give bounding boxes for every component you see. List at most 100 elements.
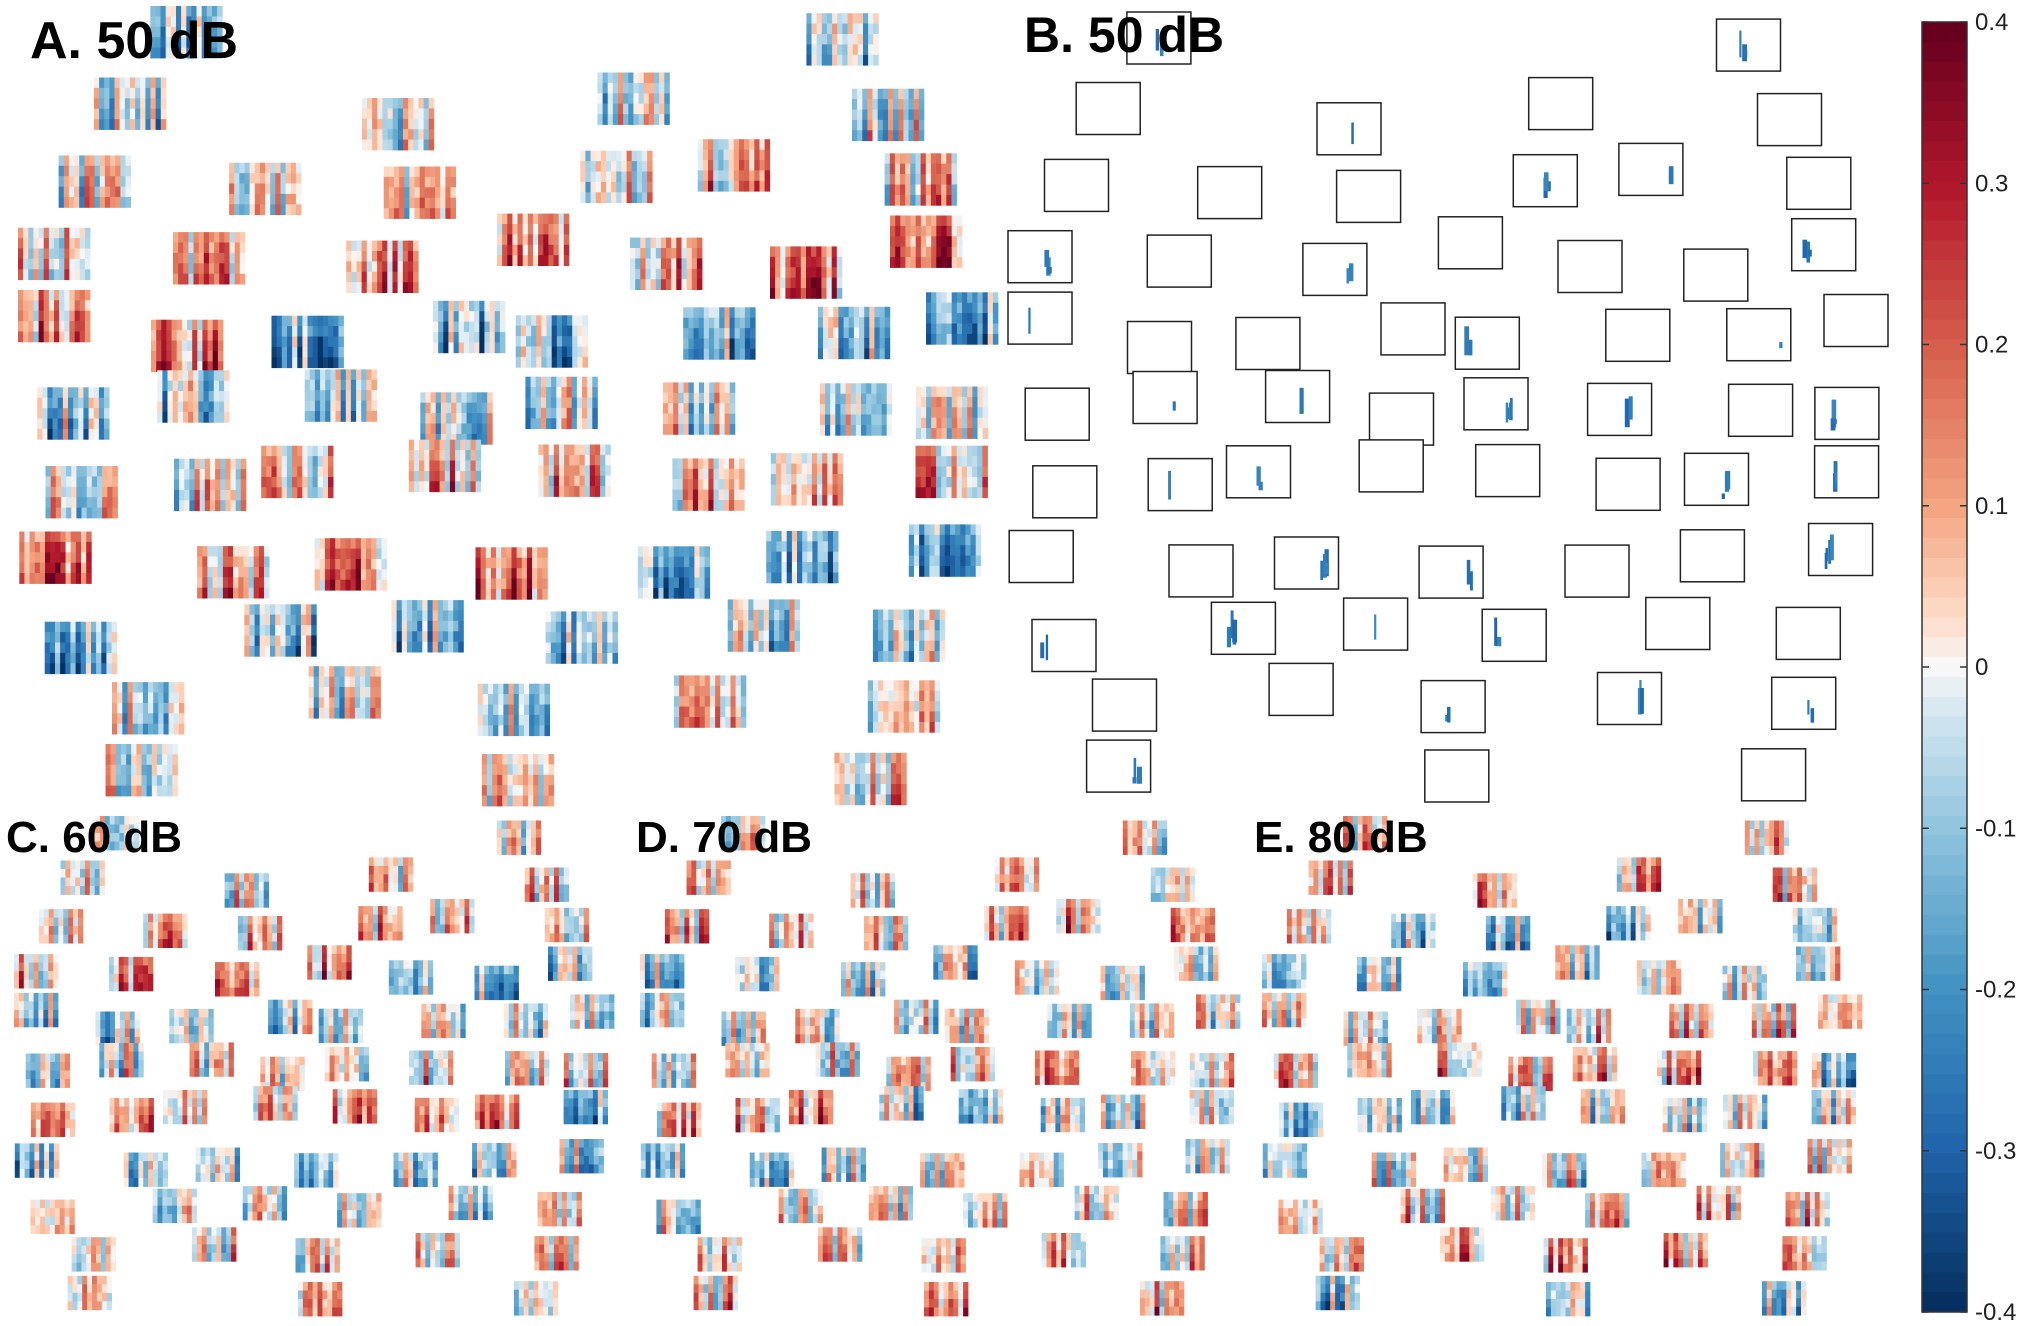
electrode-heatmap [673, 675, 747, 728]
electrode-heatmap [1319, 1237, 1364, 1272]
electrode-heatmap [1286, 909, 1332, 944]
electrode-box [1564, 544, 1630, 598]
electrode-heatmap [534, 1236, 579, 1271]
electrode-box [1380, 302, 1446, 356]
electrode-heatmap [1490, 1186, 1536, 1221]
electrode-heatmap [191, 1227, 237, 1262]
significant-cluster [1721, 493, 1725, 499]
electrode-heatmap [1100, 965, 1145, 1001]
electrode-heatmap [152, 1188, 197, 1224]
electrode-heatmap [173, 232, 246, 285]
electrode-heatmap [1722, 965, 1767, 1001]
electrode-box [1481, 608, 1547, 663]
electrode-heatmap [383, 166, 456, 219]
electrode-heatmap [915, 445, 988, 499]
significant-cluster [1724, 472, 1730, 492]
electrode-box [1420, 679, 1486, 734]
electrode-heatmap [1343, 816, 1388, 851]
electrode-heatmap [538, 444, 611, 497]
electrode-heatmap [769, 913, 814, 948]
electrode-heatmap [1347, 1043, 1392, 1078]
panel-d-label: D. 70 dB [636, 813, 812, 862]
electrode-heatmap [1485, 916, 1531, 951]
electrode-heatmap [1501, 1086, 1546, 1121]
electrode-heatmap [908, 524, 982, 577]
electrode-heatmap [1308, 860, 1353, 895]
electrode-heatmap [1047, 1003, 1092, 1039]
electrode-heatmap [683, 307, 756, 360]
electrode-heatmap [815, 1042, 860, 1077]
significant-cluster [1447, 706, 1451, 722]
colorbar-tick-label: -0.3 [1975, 1138, 2016, 1165]
significant-cluster [1802, 239, 1808, 259]
electrode-heatmap [95, 816, 140, 851]
significant-cluster [1133, 757, 1137, 778]
electrode-heatmap [105, 744, 178, 797]
electrode-box [1316, 102, 1382, 156]
electrode-heatmap [1616, 857, 1662, 892]
electrode-heatmap [924, 1282, 969, 1317]
electrode-heatmap [1785, 1192, 1830, 1227]
significant-cluster [1028, 307, 1031, 334]
electrode-box [1032, 465, 1098, 519]
electrode-heatmap [1580, 1089, 1626, 1124]
electrode-heatmap [963, 1193, 1008, 1228]
electrode-heatmap [244, 604, 317, 657]
electrode-heatmap [1656, 1050, 1702, 1085]
significant-cluster [1624, 398, 1630, 428]
electrode-heatmap [260, 1056, 305, 1092]
electrode-heatmap [58, 155, 131, 208]
electrode-heatmap [867, 680, 941, 733]
electrode-box [1210, 601, 1277, 656]
electrode-box [1196, 165, 1263, 220]
colorbar-tick-label: 0.4 [1975, 9, 2008, 36]
electrode-heatmap [496, 820, 542, 855]
significant-cluster [1494, 617, 1498, 646]
electrode-box [1727, 383, 1794, 438]
significant-cluster [1510, 397, 1513, 421]
electrode-heatmap [795, 1008, 840, 1044]
electrode-box [1007, 229, 1073, 284]
electrode-heatmap [448, 1185, 493, 1221]
electrode-heatmap [515, 315, 588, 368]
electrode-heatmap [112, 682, 185, 735]
significant-cluster [1044, 249, 1050, 267]
significant-cluster [1831, 399, 1837, 427]
electrode-heatmap [1782, 1236, 1827, 1271]
electrode-heatmap [1315, 1275, 1360, 1311]
electrode-box [1463, 377, 1529, 431]
electrode-box [1358, 439, 1424, 493]
colorbar-tick-label: -0.1 [1975, 815, 2016, 842]
electrode-box [1814, 386, 1880, 441]
electrode-heatmap [1439, 1227, 1485, 1262]
electrode-heatmap [295, 1238, 340, 1273]
electrode-box [1557, 239, 1623, 294]
significant-cluster [1547, 181, 1551, 192]
significant-cluster [1324, 562, 1329, 574]
electrode-heatmap [109, 1098, 154, 1133]
significant-cluster [1505, 402, 1509, 423]
electrode-heatmap [1019, 1152, 1064, 1187]
electrode-box [1596, 671, 1663, 726]
significant-cluster [1256, 466, 1261, 486]
significant-cluster [1825, 548, 1828, 562]
electrode-heatmap [852, 88, 925, 142]
electrode-heatmap [1417, 1008, 1462, 1044]
electrode-heatmap [224, 873, 269, 908]
electrode-box [1756, 92, 1823, 147]
significant-cluster [1464, 326, 1470, 356]
significant-cluster [1640, 688, 1644, 714]
electrode-box [1126, 320, 1193, 375]
electrode-heatmap [933, 945, 978, 980]
electrode-heatmap [884, 153, 957, 206]
electrode-heatmap [14, 992, 59, 1028]
electrode-heatmap [1811, 1053, 1857, 1088]
electrode-heatmap [71, 1237, 116, 1272]
electrode-heatmap [1662, 1097, 1708, 1133]
electrode-heatmap [672, 458, 745, 511]
electrode-heatmap [580, 150, 653, 204]
electrode-heatmap [25, 1053, 71, 1088]
electrode-box [1474, 443, 1541, 498]
electrode-heatmap [1443, 1147, 1488, 1182]
electrode-heatmap [1129, 1003, 1175, 1038]
